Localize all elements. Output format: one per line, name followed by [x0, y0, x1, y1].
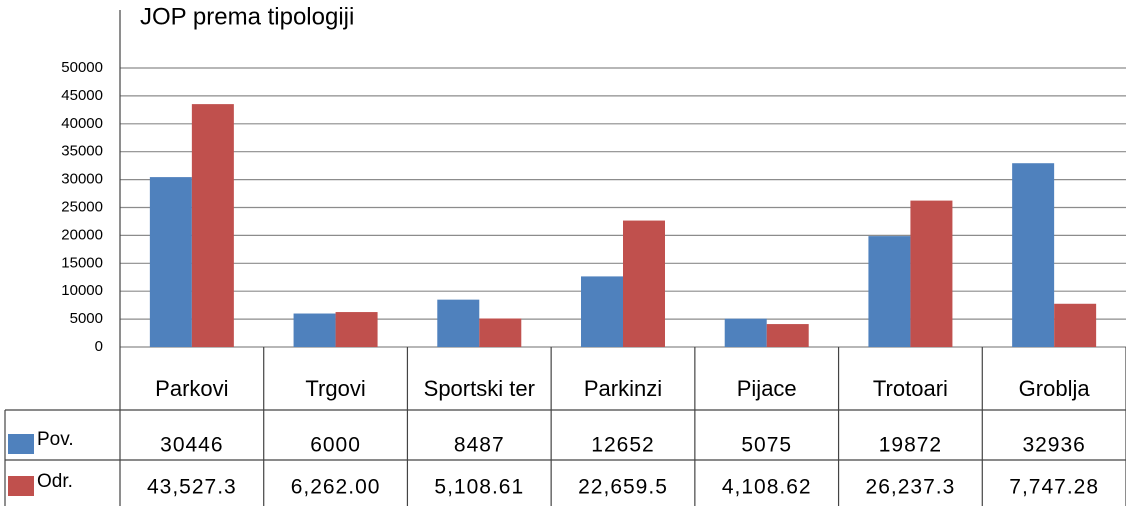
bar [868, 236, 911, 347]
bar [335, 312, 378, 347]
y-tick-label: 40000 [61, 115, 103, 132]
data-label: 5075 [741, 434, 792, 457]
bar [437, 299, 480, 347]
data-label: 22,659.5 [578, 476, 668, 499]
bar [581, 276, 623, 347]
y-tick-label: 20000 [61, 226, 103, 243]
bar [910, 200, 953, 347]
bar [293, 313, 336, 347]
legend-label: Odr. [37, 471, 73, 492]
x-tick-label: Groblja [1019, 376, 1091, 401]
x-tick-label: Pijace [737, 376, 797, 401]
bar [1054, 303, 1097, 347]
data-label: 26,237.3 [866, 476, 956, 499]
bar [623, 220, 665, 347]
data-label: 5,108.61 [434, 476, 524, 499]
legend-label: Pov. [37, 429, 74, 450]
data-label: 4,108.62 [722, 476, 812, 499]
bar [191, 104, 234, 347]
data-label: 19872 [879, 434, 942, 457]
legend-key [8, 434, 34, 454]
data-label: 43,527.3 [147, 476, 237, 499]
bar [149, 177, 192, 347]
y-tick-label: 45000 [61, 87, 103, 104]
data-label: 30446 [160, 434, 223, 457]
y-tick-label: 0 [95, 338, 103, 355]
data-label: 6000 [310, 434, 361, 457]
y-tick-label: 50000 [61, 59, 103, 76]
bar [766, 324, 809, 347]
chart-title: JOP prema tipologiji [140, 3, 354, 30]
y-tick-label: 10000 [61, 282, 103, 299]
bar [1012, 163, 1055, 347]
x-tick-label: Trotoari [873, 376, 948, 401]
bar [479, 318, 522, 347]
bar [724, 318, 767, 347]
y-tick-label: 35000 [61, 143, 103, 160]
data-label: 7,747.28 [1009, 476, 1099, 499]
y-tick-label: 5000 [70, 310, 103, 327]
legend-key [8, 476, 34, 496]
y-tick-label: 30000 [61, 171, 103, 188]
data-label: 6,262.00 [291, 476, 381, 499]
x-tick-label: Sportski ter [424, 376, 535, 401]
x-tick-label: Parkinzi [584, 376, 662, 401]
data-label: 32936 [1022, 434, 1085, 457]
x-tick-label: Trgovi [305, 376, 365, 401]
data-label: 12652 [591, 434, 654, 457]
x-tick-label: Parkovi [155, 376, 228, 401]
y-tick-label: 15000 [61, 254, 103, 271]
y-tick-label: 25000 [61, 198, 103, 215]
data-label: 8487 [454, 434, 505, 457]
